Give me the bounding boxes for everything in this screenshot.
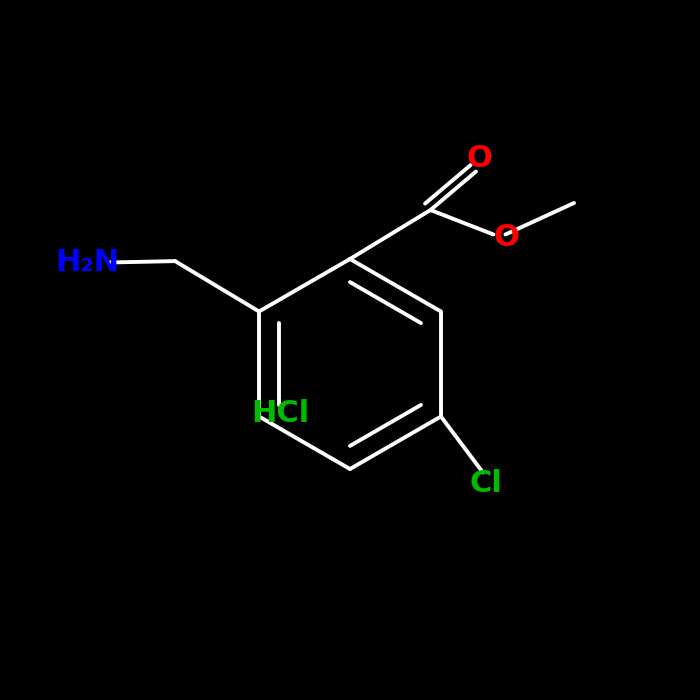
Text: O: O [467, 144, 492, 174]
Text: O: O [494, 223, 519, 253]
Text: H₂N: H₂N [55, 248, 120, 277]
Text: Cl: Cl [470, 468, 503, 498]
Text: HCl: HCl [251, 398, 309, 428]
